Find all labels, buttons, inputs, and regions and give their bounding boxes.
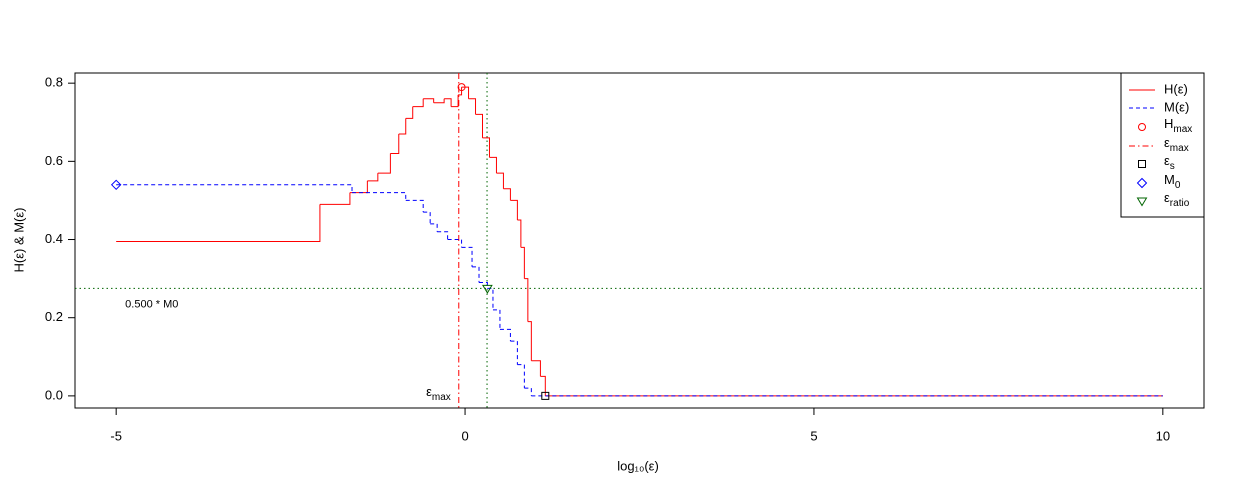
label-sub: s bbox=[1170, 161, 1175, 172]
marker bbox=[457, 83, 466, 92]
series-step bbox=[540, 375, 546, 396]
series-step bbox=[447, 239, 463, 248]
series-step bbox=[517, 219, 522, 248]
series-step bbox=[349, 180, 368, 194]
series-step bbox=[458, 87, 463, 96]
x-axis-label: log₁₀(ε) bbox=[617, 458, 659, 473]
label-sub: max bbox=[1170, 143, 1189, 154]
series-step bbox=[496, 172, 504, 189]
legend-label: Hmax bbox=[1164, 116, 1192, 134]
label-sub: max bbox=[432, 392, 451, 403]
plot-frame bbox=[74, 72, 1205, 409]
series-step bbox=[524, 278, 529, 322]
series-step bbox=[475, 113, 484, 138]
series-step bbox=[524, 387, 532, 396]
label-main: M bbox=[1164, 172, 1175, 187]
legend-label: εs bbox=[1164, 153, 1175, 171]
label-main: ε bbox=[426, 384, 432, 399]
series-step bbox=[472, 266, 480, 283]
marker bbox=[110, 179, 122, 191]
label-main: ε bbox=[1164, 190, 1170, 205]
x-tick-label: -5 bbox=[110, 428, 122, 443]
series-step bbox=[492, 309, 501, 330]
label-sub: ratio bbox=[1170, 198, 1190, 209]
series-step bbox=[423, 211, 431, 224]
series-step bbox=[437, 231, 449, 240]
legend-label: εratio bbox=[1164, 190, 1190, 208]
label-sub: max bbox=[1173, 124, 1192, 135]
y-tick-label: 0.6 bbox=[45, 153, 63, 168]
series-step bbox=[531, 360, 541, 377]
series-step bbox=[499, 328, 511, 342]
series-step bbox=[510, 199, 518, 220]
series-step bbox=[461, 86, 470, 99]
series-step bbox=[377, 153, 391, 174]
x-tick-label: 10 bbox=[1156, 428, 1170, 443]
series-step bbox=[390, 133, 400, 155]
series-step bbox=[468, 98, 477, 115]
series-step bbox=[451, 94, 459, 108]
series-step bbox=[423, 98, 435, 103]
series-step bbox=[352, 192, 407, 201]
series-step bbox=[489, 156, 497, 174]
legend-box bbox=[1120, 72, 1205, 218]
series-step bbox=[517, 364, 525, 389]
annotation: 0.500 * M0 bbox=[125, 298, 178, 310]
series-step bbox=[398, 118, 407, 135]
label-main: ε bbox=[1164, 153, 1170, 168]
y-tick-label: 0.0 bbox=[45, 387, 63, 402]
y-tick-label: 0.8 bbox=[45, 75, 63, 90]
series-step bbox=[487, 287, 494, 310]
series-step bbox=[116, 204, 321, 242]
series-step bbox=[405, 106, 414, 119]
series-step bbox=[430, 223, 438, 232]
label-sub: 0 bbox=[1175, 180, 1181, 191]
series-step bbox=[461, 246, 473, 267]
series-step bbox=[527, 321, 532, 361]
legend-symbol bbox=[1138, 160, 1146, 168]
legend-symbol bbox=[1138, 123, 1146, 131]
marker bbox=[482, 284, 493, 294]
y-tick-label: 0.4 bbox=[45, 231, 63, 246]
marker bbox=[541, 391, 550, 400]
legend-label: εmax bbox=[1164, 135, 1189, 153]
series-step bbox=[503, 188, 511, 201]
series-step bbox=[444, 98, 452, 107]
series-step bbox=[520, 246, 525, 279]
legend-label: M0 bbox=[1164, 172, 1181, 190]
series-step bbox=[319, 192, 351, 205]
y-tick-label: 0.2 bbox=[45, 309, 63, 324]
x-tick-label: 5 bbox=[810, 428, 817, 443]
legend-symbol bbox=[1136, 177, 1148, 189]
legend-label: M(ε) bbox=[1164, 99, 1189, 114]
series-step bbox=[479, 282, 488, 289]
series-step bbox=[412, 98, 424, 108]
x-tick-label: 0 bbox=[461, 428, 468, 443]
series-step bbox=[510, 340, 518, 365]
series-step bbox=[433, 98, 445, 104]
series-step bbox=[405, 199, 424, 213]
legend-label: H(ε) bbox=[1164, 81, 1188, 96]
series-step bbox=[367, 173, 379, 182]
legend-symbol bbox=[1136, 197, 1148, 207]
y-axis-label: H(ε) & M(ε) bbox=[11, 207, 26, 272]
series-step bbox=[482, 137, 490, 158]
label-main: H bbox=[1164, 116, 1173, 131]
label-main: ε bbox=[1164, 135, 1170, 150]
series-step bbox=[116, 184, 353, 193]
annotation: εmax bbox=[426, 384, 451, 402]
